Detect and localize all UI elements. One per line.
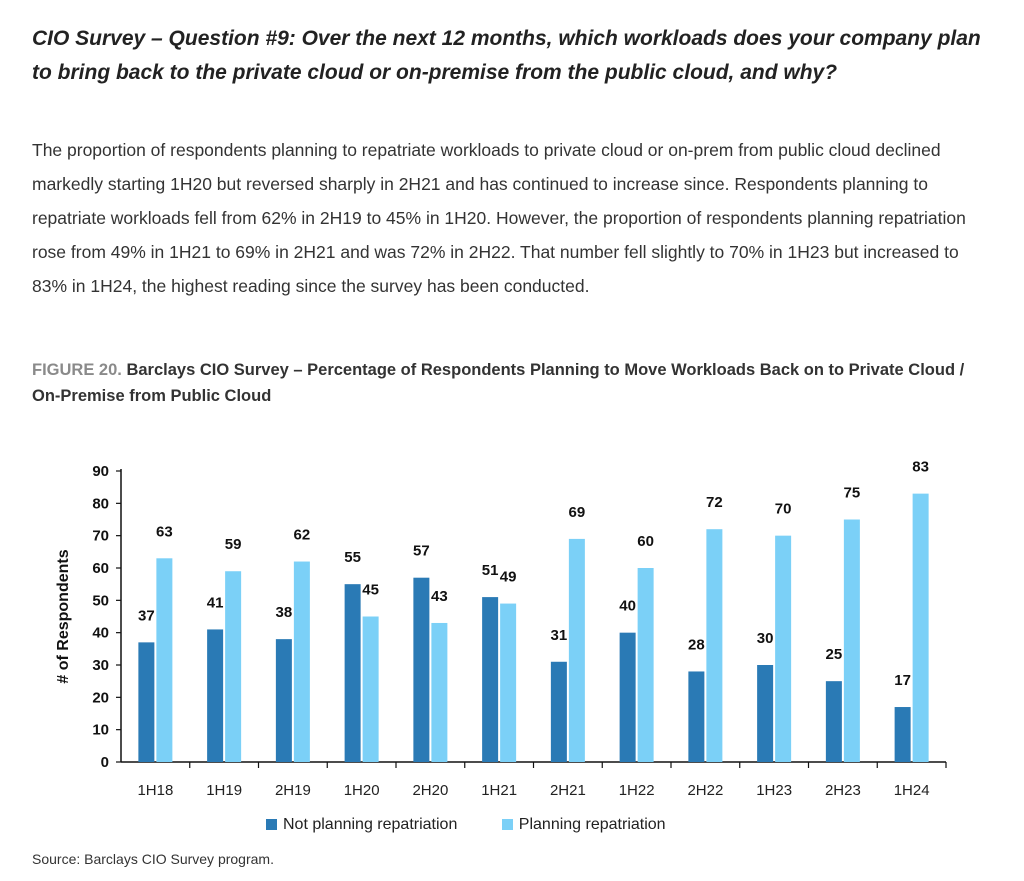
y-tick-label: 70 bbox=[92, 528, 109, 545]
bar-planning bbox=[293, 561, 310, 762]
bar-not-planning bbox=[275, 639, 292, 762]
bar-planning bbox=[843, 519, 860, 762]
data-label: 31 bbox=[551, 627, 568, 644]
data-label: 30 bbox=[757, 630, 774, 647]
bar-planning bbox=[912, 493, 929, 762]
bar-not-planning bbox=[550, 661, 567, 762]
bar-planning bbox=[775, 535, 792, 762]
y-tick-label: 10 bbox=[92, 722, 109, 739]
y-tick-label: 0 bbox=[101, 754, 109, 771]
data-label: 45 bbox=[362, 582, 379, 599]
data-label: 43 bbox=[431, 588, 448, 605]
x-tick-label: 1H20 bbox=[344, 782, 380, 799]
bar-planning bbox=[500, 603, 517, 762]
bar-planning bbox=[156, 558, 173, 762]
data-label: 51 bbox=[482, 562, 499, 579]
data-label: 25 bbox=[826, 646, 843, 663]
data-label: 62 bbox=[294, 527, 311, 544]
bar-planning bbox=[568, 538, 585, 762]
legend-item-not-planning: Not planning repatriation bbox=[266, 816, 457, 834]
x-tick-label: 2H23 bbox=[825, 782, 861, 799]
body-paragraph: The proportion of respondents planning t… bbox=[32, 140, 966, 296]
data-label: 37 bbox=[138, 607, 155, 624]
data-label: 75 bbox=[844, 485, 861, 502]
y-tick-label: 50 bbox=[92, 592, 109, 609]
bar-planning bbox=[706, 529, 723, 762]
figure-caption: FIGURE 20. Barclays CIO Survey – Percent… bbox=[32, 357, 992, 409]
bar-not-planning bbox=[138, 642, 155, 762]
bar-planning bbox=[225, 571, 242, 762]
x-tick-label: 2H22 bbox=[687, 782, 723, 799]
x-tick-label: 1H21 bbox=[481, 782, 517, 799]
x-tick-label: 1H22 bbox=[619, 782, 655, 799]
x-tick-label: 2H20 bbox=[412, 782, 448, 799]
data-label: 40 bbox=[619, 598, 636, 615]
legend-item-planning: Planning repatriation bbox=[501, 816, 666, 834]
figure-label: FIGURE 20. bbox=[32, 361, 122, 379]
data-label: 38 bbox=[276, 604, 293, 621]
bar-planning bbox=[431, 622, 448, 762]
y-tick-label: 30 bbox=[92, 657, 109, 674]
y-axis-title: # of Respondents bbox=[55, 549, 72, 683]
x-tick-label: 1H23 bbox=[756, 782, 792, 799]
data-label: 57 bbox=[413, 543, 430, 560]
data-label: 41 bbox=[207, 594, 224, 611]
x-tick-label: 1H18 bbox=[137, 782, 173, 799]
bar-not-planning bbox=[207, 629, 224, 762]
figure-title: Barclays CIO Survey – Percentage of Resp… bbox=[32, 361, 965, 405]
bar-planning bbox=[637, 568, 654, 762]
data-label: 17 bbox=[894, 672, 911, 689]
bar-not-planning bbox=[894, 707, 911, 762]
x-tick-label: 1H24 bbox=[894, 782, 930, 799]
y-tick-label: 20 bbox=[92, 689, 109, 706]
data-label: 70 bbox=[775, 501, 792, 518]
data-label: 59 bbox=[225, 536, 242, 553]
bar-chart: 0 10 20 30 40 50 60 70 80 90 # of Respondents 1H18 3… bbox=[55, 459, 947, 799]
page-heading: CIO Survey – Question #9: Over the next … bbox=[32, 27, 981, 84]
bar-not-planning bbox=[482, 597, 499, 762]
y-tick-label: 90 bbox=[92, 463, 109, 480]
bar-not-planning bbox=[688, 671, 705, 762]
data-label: 83 bbox=[912, 459, 929, 476]
legend-label-not-planning: Not planning repatriation bbox=[283, 816, 458, 833]
source-note: Source: Barclays CIO Survey program. bbox=[32, 851, 274, 867]
data-label: 60 bbox=[637, 533, 654, 550]
legend-label-planning: Planning repatriation bbox=[518, 816, 666, 833]
data-label: 55 bbox=[344, 549, 361, 566]
data-label: 72 bbox=[706, 494, 723, 511]
x-tick-label: 1H19 bbox=[206, 782, 242, 799]
data-label: 69 bbox=[569, 504, 586, 521]
data-label: 63 bbox=[156, 523, 173, 540]
bar-not-planning bbox=[757, 665, 774, 762]
chart-legend: Not planning repatriation Planning repat… bbox=[266, 816, 706, 834]
y-tick-label: 80 bbox=[92, 495, 109, 512]
y-tick-label: 40 bbox=[92, 625, 109, 642]
bar-not-planning bbox=[344, 584, 361, 762]
bar-planning bbox=[362, 616, 379, 762]
data-label: 49 bbox=[500, 569, 517, 586]
bar-not-planning bbox=[825, 681, 842, 762]
legend-swatch-planning bbox=[501, 819, 513, 831]
bar-not-planning bbox=[619, 632, 636, 762]
x-tick-label: 2H21 bbox=[550, 782, 586, 799]
bar-not-planning bbox=[413, 577, 430, 762]
legend-swatch-not-planning bbox=[266, 819, 277, 831]
x-tick-label: 2H19 bbox=[275, 782, 311, 799]
data-label: 28 bbox=[688, 636, 705, 653]
y-tick-label: 60 bbox=[92, 560, 109, 577]
